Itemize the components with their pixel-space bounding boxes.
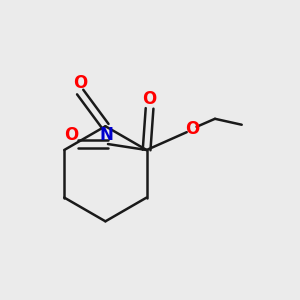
Text: O: O [185,120,199,138]
Text: O: O [73,74,87,92]
Text: N: N [100,125,113,143]
Text: O: O [64,125,79,143]
Text: O: O [142,91,157,109]
